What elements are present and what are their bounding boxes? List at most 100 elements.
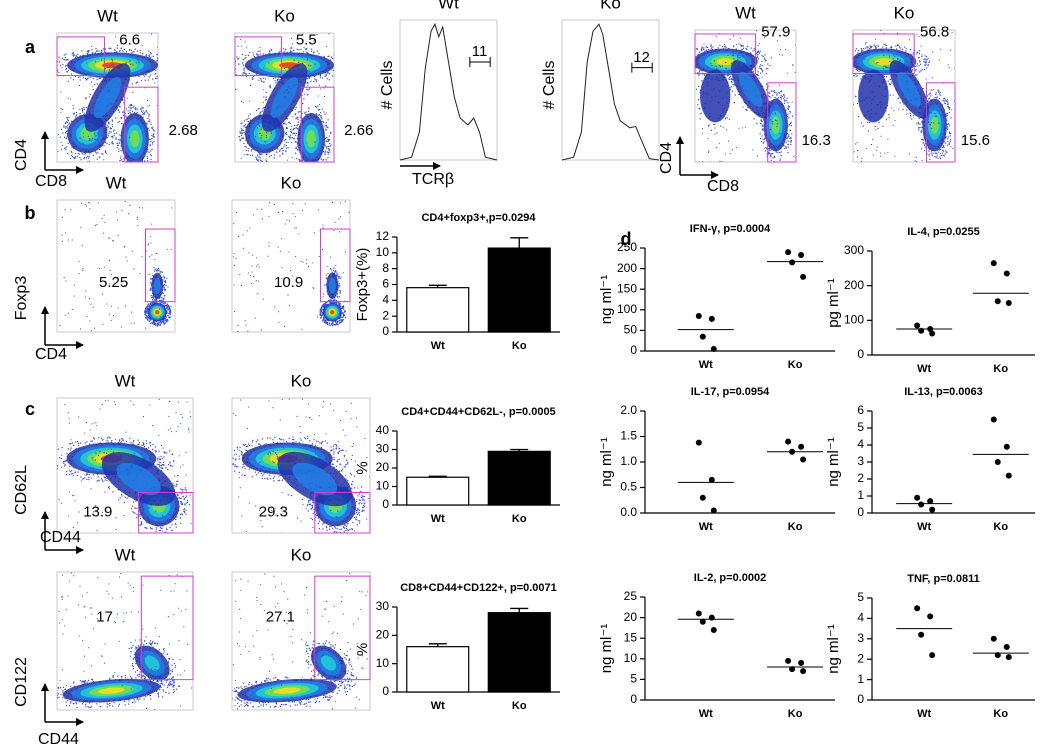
event-dot xyxy=(65,137,68,139)
event-dot xyxy=(279,73,281,76)
event-dot xyxy=(146,123,148,125)
event-dot xyxy=(293,50,295,52)
event-dot xyxy=(759,133,761,135)
event-dot xyxy=(295,132,297,134)
event-dot xyxy=(787,106,789,108)
event-dot xyxy=(770,159,772,161)
event-dot xyxy=(147,319,149,321)
event-dot xyxy=(323,151,325,153)
event-dot xyxy=(699,57,701,58)
event-dot xyxy=(724,45,726,47)
event-dot xyxy=(742,47,744,49)
event-dot xyxy=(926,59,928,61)
event-dot xyxy=(289,137,291,139)
event-dot xyxy=(292,43,293,45)
event-dot xyxy=(947,123,950,125)
event-dot xyxy=(924,144,926,147)
event-dot xyxy=(316,50,318,52)
event-dot xyxy=(916,34,918,36)
event-dot xyxy=(860,160,862,162)
event-dot xyxy=(299,161,301,162)
event-dot xyxy=(144,309,146,311)
event-dot xyxy=(317,105,319,107)
event-dot xyxy=(741,44,743,47)
event-dot xyxy=(95,152,98,154)
event-dot xyxy=(734,94,736,96)
event-dot xyxy=(931,154,933,156)
event-dot xyxy=(245,126,247,128)
event-dot xyxy=(235,74,237,76)
event-dot xyxy=(282,153,284,155)
event-dot xyxy=(935,156,937,158)
event-dot xyxy=(909,114,912,116)
event-dot xyxy=(870,46,872,48)
event-dot xyxy=(708,124,710,126)
event-dot xyxy=(266,160,268,162)
event-dot xyxy=(120,150,122,152)
event-dot xyxy=(918,117,920,119)
event-dot xyxy=(110,136,113,138)
event-dot xyxy=(929,106,931,108)
event-dot xyxy=(322,58,324,60)
event-dot xyxy=(107,66,109,69)
event-dot xyxy=(928,148,930,150)
event-dot xyxy=(244,127,246,129)
event-dot xyxy=(729,78,731,80)
event-dot xyxy=(164,318,166,320)
event-dot xyxy=(144,308,147,310)
event-dot xyxy=(130,103,132,105)
event-dot xyxy=(73,79,75,81)
event-dot xyxy=(908,65,910,67)
event-dot xyxy=(858,63,860,65)
event-dot xyxy=(726,129,728,131)
event-dot xyxy=(719,44,721,46)
event-dot xyxy=(699,108,701,110)
histogram-curve xyxy=(399,22,498,161)
event-dot xyxy=(773,91,775,94)
event-dot xyxy=(943,147,945,149)
event-dot xyxy=(120,106,122,108)
event-dot xyxy=(702,132,704,134)
event-dot xyxy=(780,96,782,98)
event-dot xyxy=(146,310,148,312)
event-dot xyxy=(168,316,170,319)
event-dot xyxy=(738,127,740,129)
event-dot xyxy=(113,135,115,137)
event-dot xyxy=(943,145,945,147)
event-dot xyxy=(767,63,769,65)
event-dot xyxy=(152,141,154,143)
plot-header: Wt xyxy=(438,0,459,12)
event-dot xyxy=(255,156,257,158)
event-dot xyxy=(98,77,100,80)
event-dot xyxy=(285,89,287,91)
event-dot xyxy=(284,122,286,124)
event-dot xyxy=(94,52,96,54)
event-dot xyxy=(730,80,732,83)
event-dot xyxy=(94,83,96,86)
event-dot xyxy=(248,117,250,119)
event-dot xyxy=(880,155,882,157)
event-dot xyxy=(932,107,934,109)
event-dot xyxy=(742,45,744,47)
event-dot xyxy=(156,299,158,301)
event-dot xyxy=(265,96,267,98)
event-dot xyxy=(262,77,264,79)
event-dot xyxy=(297,148,299,150)
event-dot xyxy=(148,138,150,140)
event-dot xyxy=(741,48,743,51)
event-dot xyxy=(101,153,103,155)
event-dot xyxy=(914,109,915,111)
event-dot xyxy=(144,314,146,316)
event-dot xyxy=(947,123,949,125)
event-dot xyxy=(698,98,699,100)
event-dot xyxy=(145,317,147,319)
event-dot xyxy=(714,133,716,135)
event-dot xyxy=(772,123,774,125)
event-dot xyxy=(276,87,278,89)
event-dot xyxy=(884,44,886,46)
event-dot xyxy=(791,133,793,135)
event-dot xyxy=(757,54,759,56)
event-dot xyxy=(277,132,279,135)
event-dot xyxy=(728,140,729,142)
event-dot xyxy=(326,126,328,128)
